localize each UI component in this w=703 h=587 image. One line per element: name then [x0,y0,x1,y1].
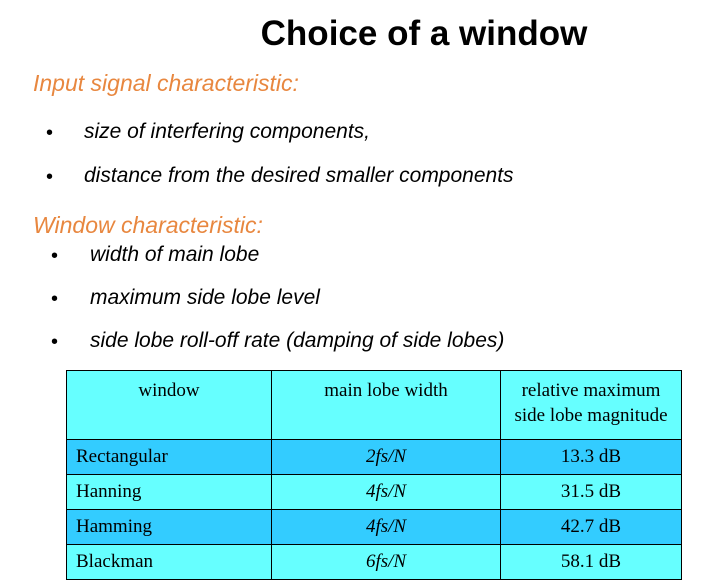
cell-window: Hamming [66,509,272,545]
cell-magnitude: 31.5 dB [500,474,682,510]
header-side-lobe-magnitude: relative maximum side lobe magnitude [500,370,682,440]
cell-width: 6fs/N [271,544,501,580]
cell-window: Blackman [66,544,272,580]
window-item: width of main lobe [90,243,260,266]
cell-magnitude: 42.7 dB [500,509,682,545]
header-main-lobe-width: main lobe width [271,370,501,440]
cell-width: 2fs/N [271,439,501,475]
window-item: side lobe roll-off rate (damping of side… [90,329,505,352]
input-item: size of interfering components, [84,120,370,143]
cell-window: Hanning [66,474,272,510]
table-row: Hamming 4fs/N 42.7 dB [66,509,682,545]
cell-magnitude: 13.3 dB [500,439,682,475]
window-comparison-table: window main lobe width relative maximum … [66,370,682,580]
cell-width: 4fs/N [271,509,501,545]
table-row: Hanning 4fs/N 31.5 dB [66,474,682,510]
page-title: Choice of a window [260,14,588,53]
cell-window: Rectangular [66,439,272,475]
bullet-icon: • [51,288,59,310]
input-item: distance from the desired smaller compon… [84,164,514,187]
table-header-row: window main lobe width relative maximum … [66,370,682,440]
cell-magnitude: 58.1 dB [500,544,682,580]
header-window: window [66,370,272,440]
table-row: Blackman 6fs/N 58.1 dB [66,544,682,580]
input-signal-heading: Input signal characteristic: [33,70,299,96]
bullet-icon: • [46,122,54,144]
bullet-icon: • [46,166,54,188]
bullet-icon: • [51,245,59,267]
table-row: Rectangular 2fs/N 13.3 dB [66,439,682,475]
window-item: maximum side lobe level [90,286,320,309]
window-characteristic-heading: Window characteristic: [33,212,263,238]
cell-width: 4fs/N [271,474,501,510]
bullet-icon: • [51,331,59,353]
